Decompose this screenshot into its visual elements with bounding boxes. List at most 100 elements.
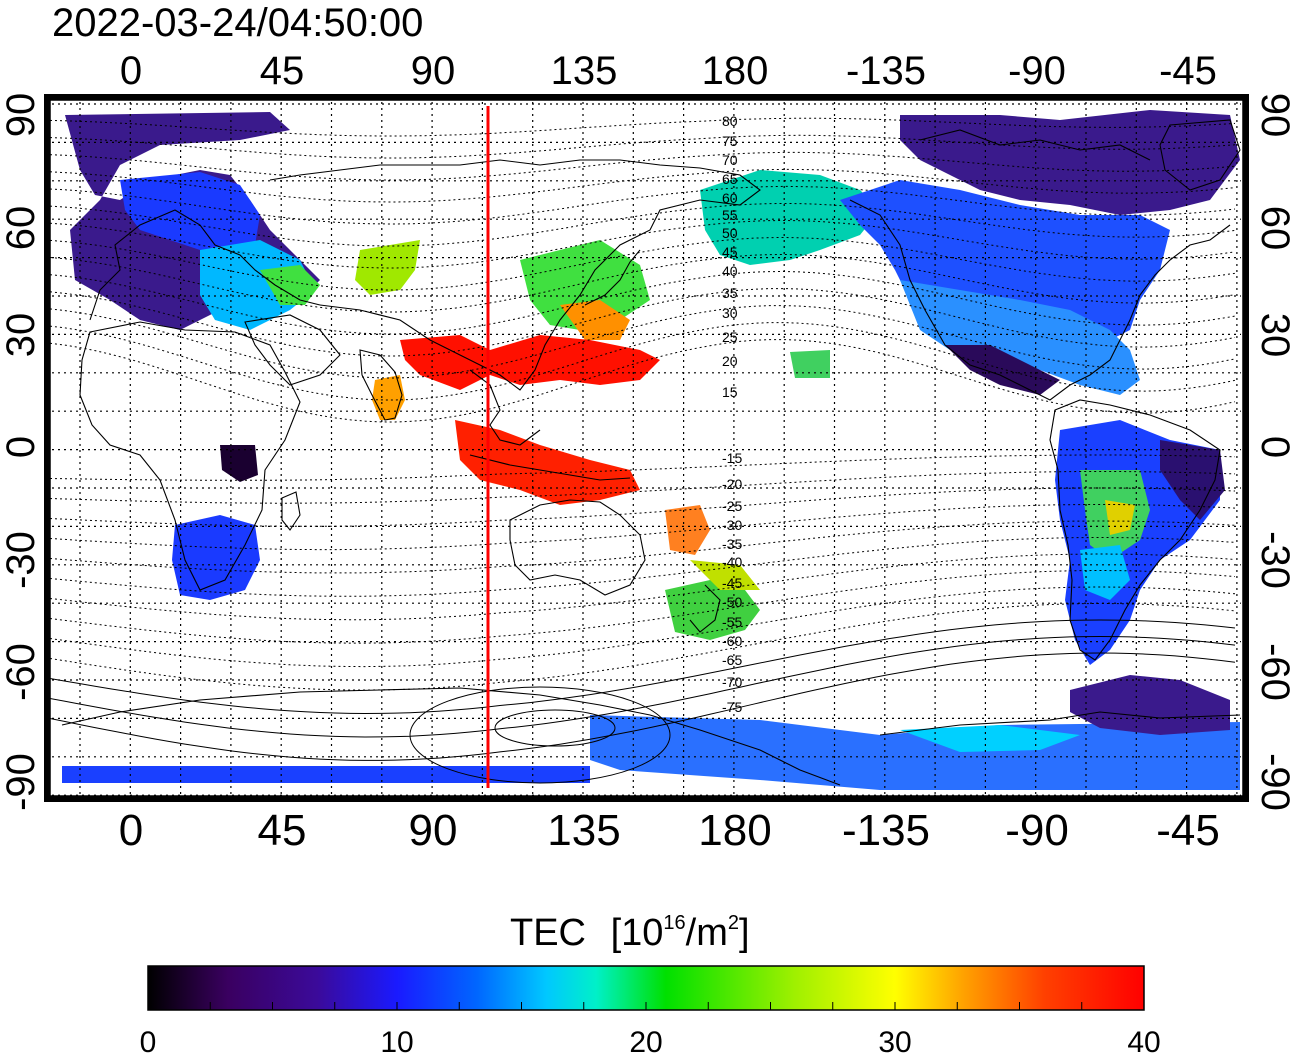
coastline-indonesia (469, 454, 631, 481)
latitude-tick-label: 0 (0, 436, 43, 458)
coastline-se-asia (469, 369, 541, 446)
latitude-axis-left: 90 60 30 0 -30 -60 -90 (0, 93, 43, 811)
coastline-europe (89, 209, 321, 321)
geomagnetic-contours (50, 117, 1236, 784)
contour-label: -25 (722, 498, 742, 514)
contour-label: -30 (722, 517, 742, 533)
colorbar-tick-label: 20 (629, 1026, 662, 1057)
contour-label: 15 (722, 384, 738, 400)
map-frame-border-right (1243, 94, 1249, 802)
contour-label: -40 (722, 554, 742, 570)
longitude-tick-label: -135 (846, 49, 926, 93)
tec-region-antarctic-cyan (900, 725, 1080, 752)
tec-region-arctic-na (900, 110, 1240, 215)
longitude-tick-label: 180 (702, 49, 769, 93)
coastline-australia (509, 499, 646, 596)
longitude-tick-label: 90 (409, 806, 458, 855)
tec-region-pacific-orange (665, 505, 710, 555)
longitude-tick-label: -135 (842, 806, 930, 855)
tec-region-se-asia-red (455, 420, 640, 505)
contour-label: 80 (722, 113, 738, 129)
latitude-tick-label: -90 (1253, 753, 1294, 811)
colorbar-ticks: 0 10 20 30 40 (140, 1002, 1161, 1057)
longitude-tick-label: 135 (547, 806, 620, 855)
contour-label: -65 (722, 652, 742, 668)
contour-label: 75 (722, 133, 738, 149)
latitude-tick-label: -60 (0, 643, 43, 701)
contour-label: 60 (722, 190, 738, 206)
coastline-asia (269, 159, 761, 391)
tec-region-antarctica-east (590, 715, 1240, 790)
latitude-tick-label: -30 (0, 531, 43, 589)
map-panel (44, 94, 1249, 802)
longitude-tick-label: 45 (258, 806, 307, 855)
contour-label: -35 (722, 536, 742, 552)
latitude-tick-label: -30 (1253, 531, 1294, 589)
latitude-tick-label: -90 (0, 753, 43, 811)
tec-region-pacific-green (790, 350, 830, 378)
colorbar-tick-label: 30 (878, 1026, 911, 1057)
tec-region-middle-east-green (260, 265, 320, 305)
tec-region-japan (560, 300, 630, 340)
latitude-tick-label: 30 (0, 313, 43, 358)
tec-region-india (372, 375, 405, 420)
tec-region-antarctic-peninsula (1070, 675, 1230, 735)
longitude-axis-bottom: 0 45 90 135 180 -135 -90 -45 (119, 806, 1220, 855)
longitude-tick-label: 0 (119, 806, 143, 855)
tec-region-central-africa (220, 445, 258, 482)
contour-label: 30 (722, 305, 738, 321)
longitude-tick-label: -90 (1005, 806, 1069, 855)
timestamp-title: 2022-03-24/04:50:00 (52, 1, 423, 45)
map-frame-border-top (50, 94, 1243, 100)
contour-label: 35 (722, 285, 738, 301)
colorbar: TEC [1016/m2] 0 10 20 30 40 (140, 912, 1161, 1057)
latitude-axis-right: 90 60 30 0 -30 -60 -90 (1253, 93, 1294, 811)
coastline-new-zealand (689, 584, 721, 633)
colorbar-tick-label: 10 (380, 1026, 413, 1057)
contour-label: -50 (722, 594, 742, 610)
latitude-tick-label: 60 (0, 206, 43, 251)
contour-label: -20 (722, 476, 742, 492)
longitude-tick-label: 180 (698, 806, 771, 855)
longitude-tick-label: 45 (260, 49, 305, 93)
latitude-tick-label: 60 (1253, 206, 1294, 251)
tec-region-central-america (945, 345, 1060, 395)
contour-label: 45 (722, 244, 738, 260)
latitude-tick-label: 0 (1253, 436, 1294, 458)
graticule-grid (52, 102, 1241, 796)
longitude-tick-label: 90 (411, 49, 456, 93)
tec-region-north-america-light (900, 280, 1140, 395)
contour-label: 40 (722, 263, 738, 279)
map-frame-border-left (44, 94, 50, 802)
coastline-japan (584, 249, 641, 306)
coastline-india (359, 349, 403, 421)
coastlines (61, 119, 1241, 786)
contour-label: -45 (722, 575, 742, 591)
tec-region-south-america-east (1160, 440, 1225, 520)
latitude-tick-label: 90 (1253, 93, 1294, 138)
coastline-south-america (1049, 399, 1221, 661)
contour-label: -75 (722, 699, 742, 715)
contour-label: 65 (722, 171, 738, 187)
contour-label: 55 (722, 207, 738, 223)
contour-label: -55 (722, 614, 742, 630)
latitude-tick-label: -60 (1253, 643, 1294, 701)
contour-label: 70 (722, 152, 738, 168)
contour-label: 20 (722, 353, 738, 369)
colorbar-tick-label: 0 (140, 1026, 157, 1057)
contour-label: -15 (722, 450, 742, 466)
colorbar-title: TEC [1016/m2] (510, 912, 750, 954)
contour-label: -70 (722, 674, 742, 690)
coastline-arabia (244, 314, 341, 386)
longitude-tick-label: -45 (1159, 49, 1217, 93)
longitude-axis-top: 0 45 90 135 180 -135 -90 -45 (120, 49, 1217, 93)
coastline-antarctica (61, 687, 1241, 786)
longitude-tick-label: -45 (1156, 806, 1220, 855)
colorbar-tick-label: 40 (1127, 1026, 1160, 1057)
tec-region-east-asia-green (520, 240, 650, 330)
contour-label: 50 (722, 225, 738, 241)
tec-region-antarctica-west (62, 766, 590, 783)
longitude-tick-label: 0 (120, 49, 142, 93)
